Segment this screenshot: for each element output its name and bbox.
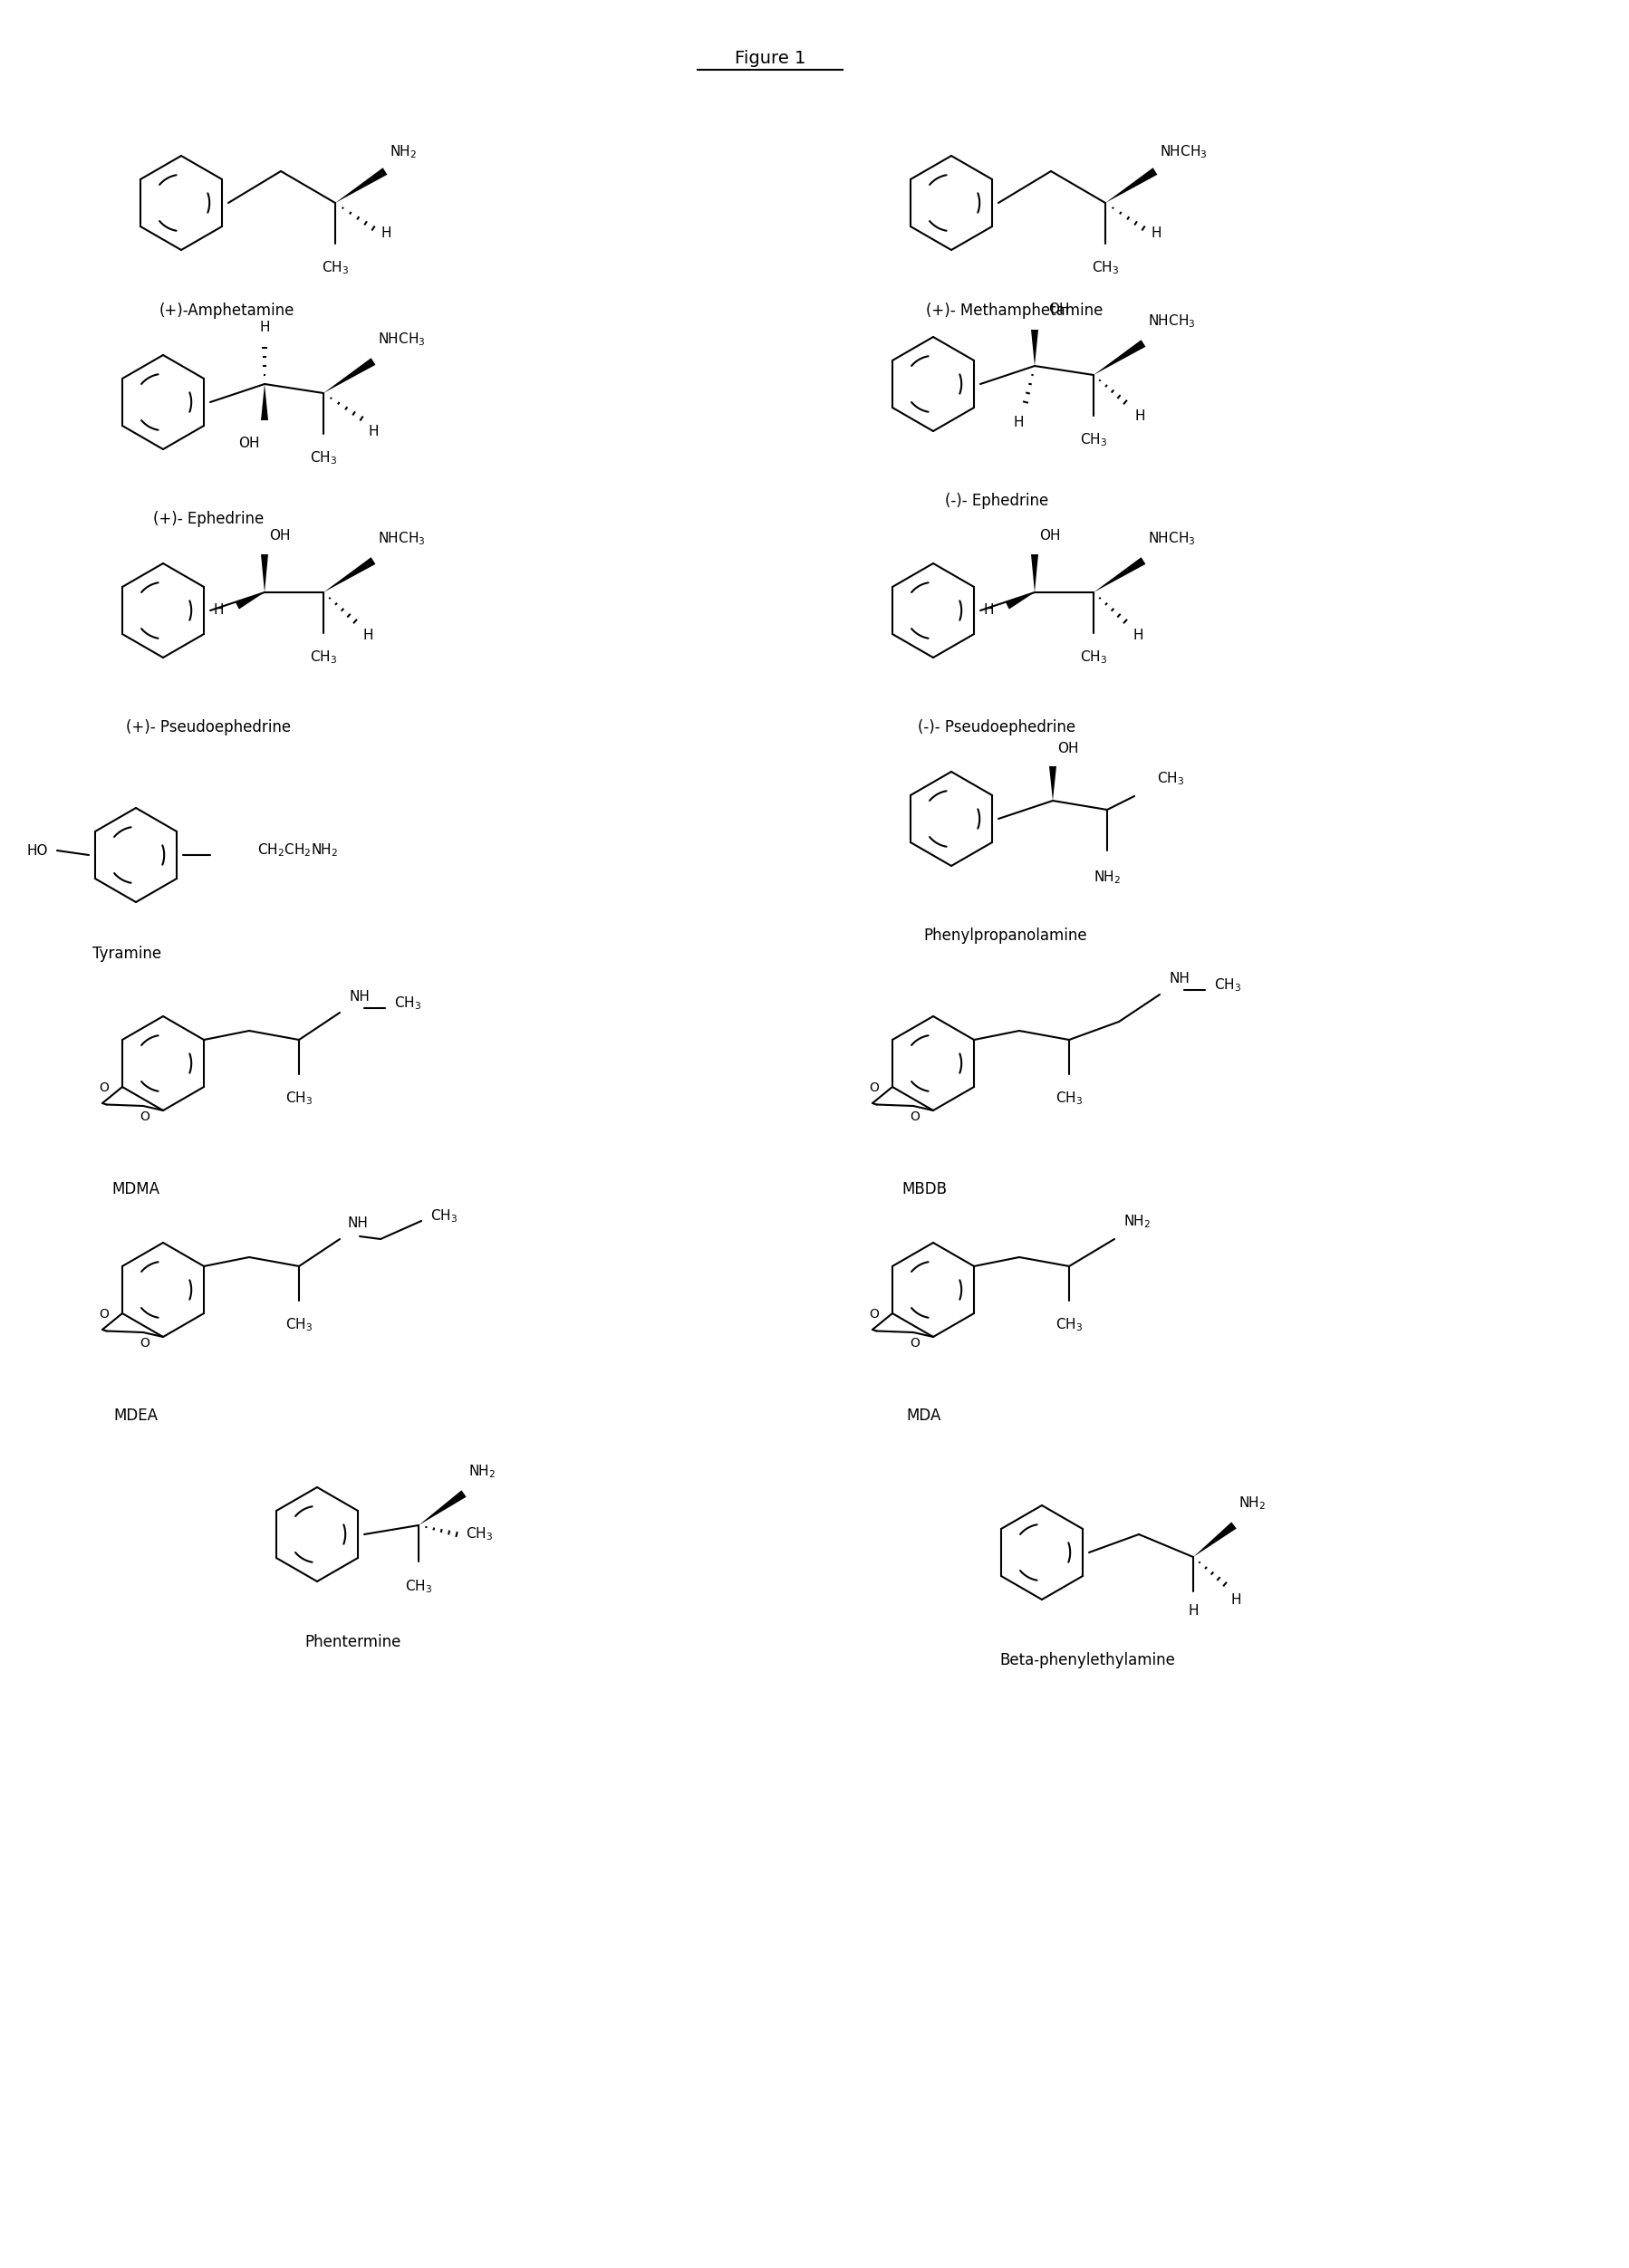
Text: CH$_3$: CH$_3$ [1214,978,1241,993]
Polygon shape [261,383,269,420]
Text: O: O [99,1082,109,1093]
Text: H: H [984,603,994,617]
Text: CH$_3$: CH$_3$ [1157,771,1184,787]
Polygon shape [1005,592,1034,610]
Polygon shape [1192,1522,1236,1558]
Text: Phenylpropanolamine: Phenylpropanolamine [924,928,1088,943]
Text: (+)-Amphetamine: (+)-Amphetamine [160,302,295,320]
Text: OH: OH [1047,302,1070,315]
Text: OH: OH [239,435,261,449]
Polygon shape [1093,558,1145,592]
Polygon shape [419,1490,466,1526]
Text: NH$_2$: NH$_2$ [469,1463,495,1481]
Text: H: H [1232,1592,1241,1606]
Text: HO: HO [26,844,47,857]
Text: MDA: MDA [907,1408,942,1424]
Text: (+)- Methamphetamine: (+)- Methamphetamine [927,302,1103,320]
Text: H: H [259,320,270,333]
Text: O: O [99,1309,109,1320]
Text: CH$_3$: CH$_3$ [406,1579,432,1594]
Polygon shape [336,168,388,202]
Text: NHCH$_3$: NHCH$_3$ [1160,143,1207,161]
Text: CH$_2$CH$_2$NH$_2$: CH$_2$CH$_2$NH$_2$ [257,841,339,860]
Text: OH: OH [269,528,290,542]
Text: Beta-phenylethylamine: Beta-phenylethylamine [999,1651,1175,1669]
Text: CH$_3$: CH$_3$ [310,649,337,665]
Polygon shape [1031,329,1038,365]
Polygon shape [236,592,264,610]
Polygon shape [1093,340,1145,374]
Text: NH$_2$: NH$_2$ [1124,1213,1150,1229]
Text: H: H [1134,411,1145,424]
Text: O: O [870,1309,880,1320]
Text: NHCH$_3$: NHCH$_3$ [1148,531,1196,547]
Text: NH: NH [347,1216,368,1229]
Text: CH$_3$: CH$_3$ [285,1089,313,1107]
Text: CH$_3$: CH$_3$ [310,449,337,467]
Text: CH$_3$: CH$_3$ [321,259,349,277]
Text: MDMA: MDMA [112,1182,160,1198]
Text: NHCH$_3$: NHCH$_3$ [1148,313,1196,329]
Polygon shape [261,553,269,592]
Text: NH$_2$: NH$_2$ [1238,1495,1266,1513]
Text: CH$_3$: CH$_3$ [394,996,422,1012]
Text: H: H [1013,415,1023,429]
Polygon shape [324,358,375,392]
Text: OH: OH [1057,742,1078,755]
Text: O: O [911,1336,920,1349]
Text: CH$_3$: CH$_3$ [466,1526,494,1542]
Text: NHCH$_3$: NHCH$_3$ [378,331,425,347]
Text: H: H [1132,628,1144,642]
Text: CH$_3$: CH$_3$ [1080,431,1108,449]
Text: Phentermine: Phentermine [305,1633,401,1651]
Text: H: H [362,628,373,642]
Polygon shape [1106,168,1157,202]
Polygon shape [324,558,375,592]
Text: (+)- Pseudoephedrine: (+)- Pseudoephedrine [125,719,292,735]
Polygon shape [1031,553,1038,592]
Text: O: O [911,1111,920,1123]
Text: MDEA: MDEA [114,1408,158,1424]
Text: CH$_3$: CH$_3$ [285,1315,313,1334]
Text: NH: NH [349,991,370,1002]
Text: H: H [213,603,223,617]
Text: H: H [1150,227,1161,240]
Text: (+)- Ephedrine: (+)- Ephedrine [153,510,264,526]
Text: H: H [1188,1603,1199,1617]
Text: NH$_2$: NH$_2$ [389,143,417,161]
Text: NH$_2$: NH$_2$ [1093,869,1121,885]
Text: (-)- Ephedrine: (-)- Ephedrine [945,492,1049,508]
Text: NHCH$_3$: NHCH$_3$ [378,531,425,547]
Text: Figure 1: Figure 1 [735,50,806,66]
Text: NH: NH [1168,973,1189,987]
Text: O: O [140,1336,150,1349]
Text: CH$_3$: CH$_3$ [1056,1315,1083,1334]
Text: MBDB: MBDB [901,1182,946,1198]
Text: H: H [368,424,380,438]
Text: O: O [870,1082,880,1093]
Text: (-)- Pseudoephedrine: (-)- Pseudoephedrine [917,719,1075,735]
Text: CH$_3$: CH$_3$ [430,1209,458,1225]
Text: CH$_3$: CH$_3$ [1056,1089,1083,1107]
Text: Tyramine: Tyramine [93,946,161,962]
Polygon shape [1049,767,1056,801]
Text: O: O [140,1111,150,1123]
Text: OH: OH [1039,528,1060,542]
Text: CH$_3$: CH$_3$ [1091,259,1119,277]
Text: H: H [381,227,391,240]
Text: CH$_3$: CH$_3$ [1080,649,1108,665]
